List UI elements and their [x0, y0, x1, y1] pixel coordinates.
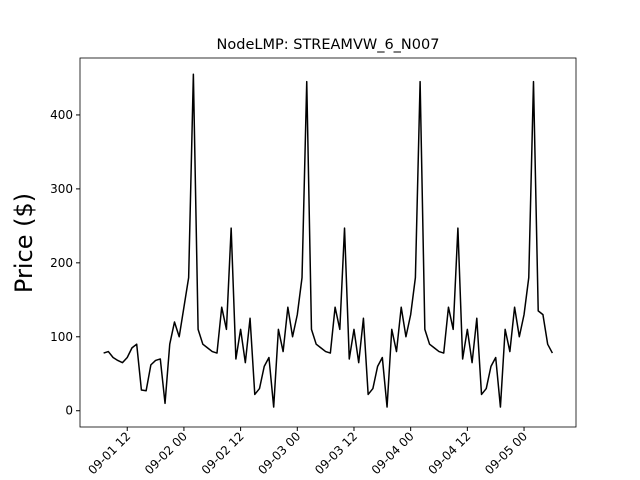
x-tick-label: 09-02 12 — [199, 429, 247, 477]
y-tick-label: 200 — [50, 256, 73, 270]
x-tick-label: 09-01 12 — [85, 429, 133, 477]
x-tick-label: 09-05 00 — [482, 429, 530, 477]
x-tick-label: 09-03 00 — [255, 429, 303, 477]
plot-frame — [79, 57, 577, 428]
price-line — [103, 73, 554, 408]
x-tick-label: 09-03 12 — [312, 429, 360, 477]
y-axis-label: Price ($) — [10, 193, 38, 293]
x-tick-label: 09-02 00 — [142, 429, 190, 477]
y-tick-label: 300 — [50, 182, 73, 196]
x-tick-label: 09-04 12 — [425, 429, 473, 477]
chart-title: NodeLMP: STREAMVW_6_N007 — [217, 37, 440, 53]
y-tick-label: 400 — [50, 108, 73, 122]
y-tick-label: 0 — [65, 404, 73, 418]
x-tick-label: 09-04 00 — [369, 429, 417, 477]
y-tick-label: 100 — [50, 330, 73, 344]
